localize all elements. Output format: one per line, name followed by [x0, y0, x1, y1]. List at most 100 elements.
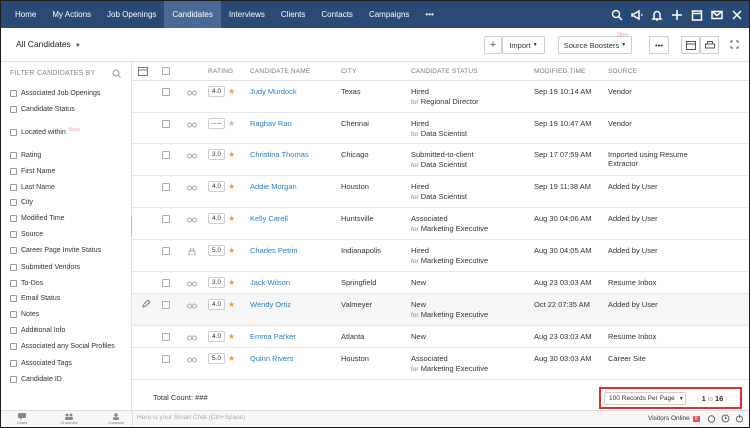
modified-header[interactable]: MODIFIED TIME [534, 68, 586, 75]
rating[interactable]: 4.0 ★ [208, 331, 235, 342]
mail-icon[interactable] [711, 9, 723, 21]
row-checkbox[interactable] [162, 151, 170, 159]
next-page-icon[interactable]: › [725, 394, 728, 403]
filter-item[interactable]: Submitted Vendors [10, 264, 80, 271]
row-checkbox[interactable] [162, 247, 170, 255]
filter-checkbox[interactable] [10, 199, 17, 206]
table-row[interactable]: 4.0 ★ Addie Morgan Houston Hired for Data Sci… [132, 176, 749, 208]
filter-item[interactable]: Associated Tags [10, 360, 72, 367]
filter-item[interactable]: Career Page Invite Status [10, 247, 101, 254]
nav-contacts[interactable]: Contacts [321, 10, 353, 19]
table-row[interactable]: 3.0 ★ Christina Thomas Chicago Submitted-to-… [132, 144, 749, 176]
filter-checkbox[interactable] [10, 215, 17, 222]
row-checkbox[interactable] [162, 301, 170, 309]
clock-icon[interactable] [721, 414, 730, 425]
rating[interactable]: 3.0 ★ [208, 149, 235, 160]
rating[interactable]: – – ★ [208, 118, 235, 129]
more-options-button[interactable]: ••• [649, 36, 669, 54]
table-row[interactable]: 5.0 ★ Charles Petrin Indianapolis Hired for M… [132, 240, 749, 272]
select-all-checkbox[interactable] [162, 67, 170, 75]
table-row[interactable]: 4.0 ★ Wendy Ortiz Valmeyer New for Marketing … [132, 294, 749, 326]
filter-checkbox[interactable] [10, 90, 17, 97]
import-button[interactable]: Import ▼ [502, 36, 545, 54]
nav-campaigns[interactable]: Campaigns [368, 10, 410, 19]
filter-checkbox[interactable] [10, 311, 17, 318]
table-row[interactable]: 4.0 ★ Judy Murdock Texas Hired for Regional D… [132, 81, 749, 113]
table-row[interactable]: 5.0 ★ Quinn Rivers Houston Associated for Mar… [132, 348, 749, 380]
nav-more[interactable]: ••• [425, 10, 434, 19]
filter-checkbox[interactable] [10, 247, 17, 254]
candidate-name-link[interactable]: Jack Wilson [250, 278, 291, 287]
filter-checkbox[interactable] [10, 231, 17, 238]
calendar-icon[interactable] [691, 9, 703, 21]
rating[interactable]: 5.0 ★ [208, 353, 235, 364]
nav-my-actions[interactable]: My Actions [52, 10, 92, 19]
contacts-button[interactable]: Contacts [105, 413, 127, 425]
nav-clients[interactable]: Clients [280, 10, 306, 19]
filter-checkbox[interactable] [10, 376, 17, 383]
filter-item[interactable]: Modified Time [10, 215, 65, 222]
filter-item[interactable]: Candidate ID [10, 376, 62, 383]
channels-button[interactable]: Channels [58, 413, 80, 425]
filter-checkbox[interactable] [10, 295, 17, 302]
row-checkbox[interactable] [162, 355, 170, 363]
row-checkbox[interactable] [162, 279, 170, 287]
edit-icon[interactable] [142, 299, 151, 310]
alarm-icon[interactable] [707, 414, 716, 425]
view-icon[interactable] [187, 184, 197, 193]
table-row[interactable]: 3.0 ★ Jack Wilson Springfield New Aug 23 03:0… [132, 272, 749, 294]
view-icon[interactable] [187, 302, 197, 311]
megaphone-icon[interactable] [631, 9, 643, 21]
source-boosters-button[interactable]: Source Boosters ▼ [558, 36, 632, 54]
filter-item[interactable]: Source [10, 231, 43, 238]
filter-item[interactable]: First Name [10, 168, 55, 175]
nav-job-openings[interactable]: Job Openings [107, 10, 157, 19]
expand-icon[interactable] [730, 40, 739, 51]
filter-checkbox[interactable] [10, 168, 17, 175]
candidate-name-link[interactable]: Wendy Ortiz [250, 300, 292, 309]
records-per-page-select[interactable]: 100 Records Per Page ▼ [604, 392, 686, 405]
candidate-name-link[interactable]: Kelly Carell [250, 214, 288, 223]
power-icon[interactable] [735, 414, 744, 425]
filter-item[interactable]: City [10, 199, 33, 206]
row-checkbox[interactable] [162, 183, 170, 191]
name-header[interactable]: CANDIDATE NAME [250, 68, 311, 75]
view-icon[interactable] [187, 216, 197, 225]
filter-checkbox[interactable] [10, 360, 17, 367]
view-icon[interactable] [187, 121, 197, 130]
filter-item[interactable]: Associated Job Openings [10, 90, 100, 97]
filter-checkbox[interactable] [10, 129, 17, 136]
filter-checkbox[interactable] [10, 264, 17, 271]
view-icon[interactable] [187, 356, 197, 365]
filter-checkbox[interactable] [10, 152, 17, 159]
rating[interactable]: 4.0 ★ [208, 213, 235, 224]
filter-item-located-within[interactable]: Located within New [10, 127, 80, 136]
filter-checkbox[interactable] [10, 327, 17, 334]
filter-item[interactable]: Associated any Social Profiles [10, 343, 115, 350]
view-icon[interactable] [187, 334, 197, 343]
filter-checkbox[interactable] [10, 280, 17, 287]
search-icon[interactable] [611, 9, 623, 21]
filter-item[interactable]: Candidate Status [10, 106, 75, 113]
row-checkbox[interactable] [162, 215, 170, 223]
list-view-button[interactable] [681, 36, 700, 54]
nav-home[interactable]: Home [15, 10, 37, 19]
search-icon[interactable] [112, 69, 121, 80]
rating[interactable]: 4.0 ★ [208, 181, 235, 192]
filter-checkbox[interactable] [10, 184, 17, 191]
table-row[interactable]: 4.0 ★ Kelly Carell Huntsville Associated for … [132, 208, 749, 240]
filter-checkbox[interactable] [10, 106, 17, 113]
filter-item[interactable]: Last Name [10, 184, 55, 191]
bell-icon[interactable] [651, 9, 663, 21]
city-header[interactable]: CITY [341, 68, 357, 75]
chats-button[interactable]: Chats [11, 413, 33, 425]
nav-interviews[interactable]: Interviews [228, 10, 265, 19]
column-settings-icon[interactable] [138, 67, 148, 78]
rating[interactable]: 5.0 ★ [208, 245, 235, 256]
smart-chat-input[interactable]: Here is your Smart Chat (Ctrl+Space) [137, 414, 246, 421]
view-icon[interactable] [187, 89, 197, 98]
row-checkbox[interactable] [162, 120, 170, 128]
filter-item[interactable]: Rating [10, 152, 41, 159]
candidate-name-link[interactable]: Emma Parker [250, 332, 296, 341]
table-row[interactable]: – – ★ Raghav Rao Chennai Hired for Data Scien… [132, 113, 749, 144]
